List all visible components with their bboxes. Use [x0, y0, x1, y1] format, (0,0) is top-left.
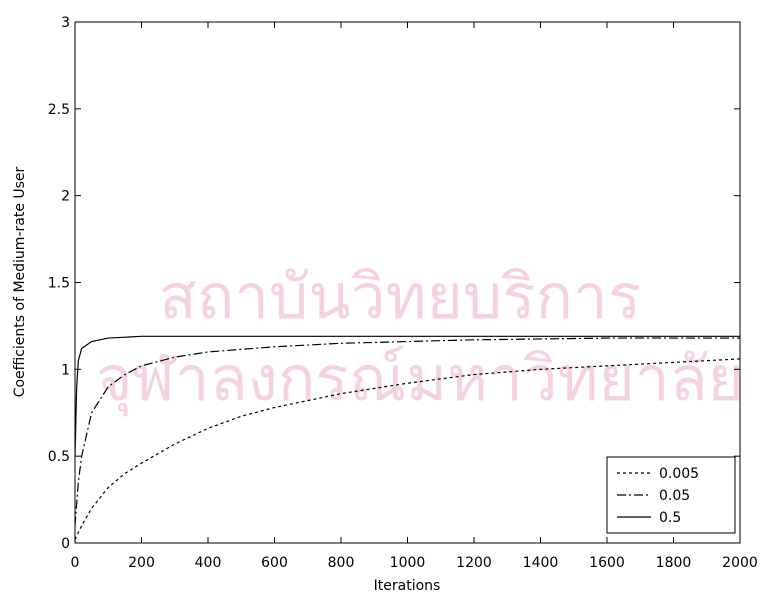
- x-tick-label: 1800: [656, 555, 692, 571]
- line-series: [74, 337, 740, 526]
- legend-label: 0.05: [659, 488, 690, 504]
- y-tick-label: 2.5: [48, 102, 70, 118]
- legend-label: 0.5: [659, 510, 681, 526]
- x-tick-label: 600: [261, 555, 288, 571]
- x-tick-label: 1200: [456, 555, 492, 571]
- y-tick-label: 2: [61, 189, 70, 205]
- y-tick-label: 0: [61, 536, 70, 552]
- x-tick-label: 1600: [589, 555, 625, 571]
- x-tick-label: 800: [328, 555, 355, 571]
- y-tick-label: 1.5: [48, 276, 70, 292]
- watermark: จุฬาลงกรณ์มหาวิทยาลัย: [96, 342, 744, 416]
- y-tick-label: 1: [61, 362, 70, 378]
- y-tick-label: 0.5: [48, 449, 70, 465]
- x-tick-label: 1400: [523, 555, 559, 571]
- legend-label: 0.005: [659, 466, 699, 482]
- legend-box: [606, 456, 736, 534]
- x-tick-label: 200: [128, 555, 155, 571]
- x-tick-label: 2000: [722, 555, 758, 571]
- x-tick-label: 1000: [390, 555, 426, 571]
- x-axis-label: Iterations: [374, 578, 441, 594]
- y-axis-label: Coefficients of Medium-rate User: [12, 166, 28, 397]
- y-tick-label: 3: [61, 15, 70, 31]
- watermark: สถาบันวิทยบริการ: [159, 260, 641, 333]
- x-tick-label: 400: [195, 555, 222, 571]
- x-tick-label: 0: [71, 555, 80, 571]
- line-series: [74, 335, 740, 457]
